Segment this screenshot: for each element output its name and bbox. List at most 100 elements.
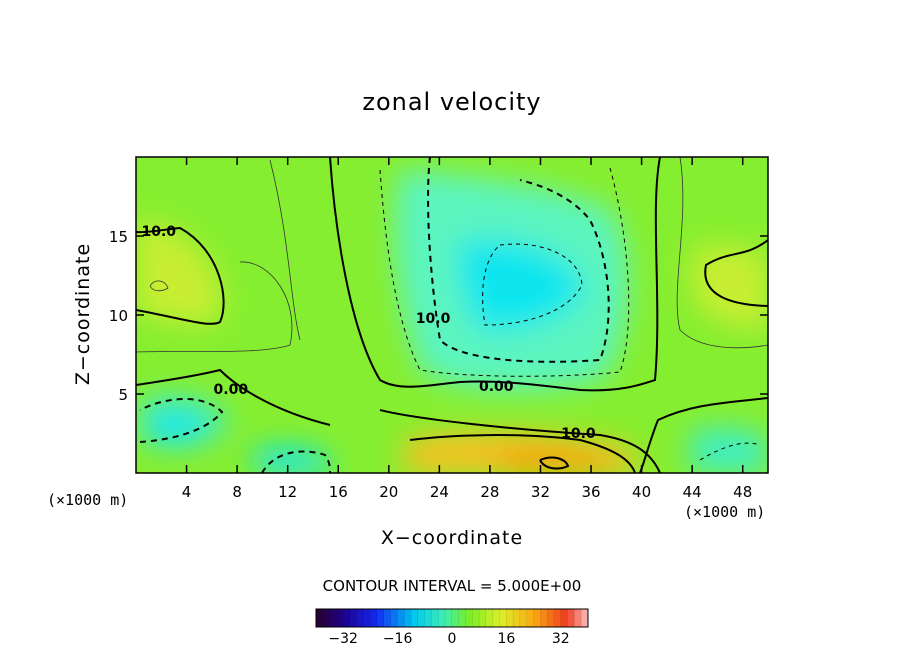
contour-thin-1 bbox=[136, 261, 293, 353]
contour-positive-10-right bbox=[704, 239, 768, 307]
contour-positive-10-left bbox=[136, 226, 225, 325]
colorbar-cell bbox=[479, 609, 487, 627]
contour-neg-10-upper bbox=[427, 157, 610, 363]
contour-thin-2 bbox=[269, 159, 301, 341]
contour-pos-bottom bbox=[409, 434, 636, 473]
x-tick-label: 12 bbox=[278, 483, 297, 501]
x-tick-label: 48 bbox=[733, 483, 752, 501]
y-tick-label: 15 bbox=[109, 228, 128, 246]
x-tick-label: 20 bbox=[379, 483, 398, 501]
contour-neg-bottom-left bbox=[139, 398, 224, 443]
field-warm-left bbox=[136, 220, 222, 325]
colorbar-cell bbox=[329, 609, 337, 627]
colorbar-cell bbox=[465, 609, 473, 627]
colorbar-tick-label: 0 bbox=[448, 631, 457, 647]
field-warm-right bbox=[690, 245, 768, 330]
colorbar-cell bbox=[506, 609, 514, 627]
colorbar-cell bbox=[513, 609, 521, 627]
colorbar-tick-label: −16 bbox=[383, 631, 413, 647]
x-tick-label: 44 bbox=[683, 483, 702, 501]
contour-zero-lower-right bbox=[639, 397, 768, 473]
y-tick-label: 5 bbox=[118, 386, 128, 404]
colorbar-cell bbox=[411, 609, 419, 627]
y-tick-label: 10 bbox=[109, 307, 128, 325]
colorbar-cell bbox=[316, 609, 324, 627]
colorbar: −32 −16 0 16 32 bbox=[315, 608, 589, 647]
colorbar-cell bbox=[445, 609, 453, 627]
field-cyan-inner bbox=[458, 239, 585, 331]
colorbar-cell bbox=[370, 609, 378, 627]
contour-thin-4 bbox=[149, 280, 169, 292]
colorbar-cell bbox=[350, 609, 358, 627]
colorbar-tick-label: −32 bbox=[328, 631, 358, 647]
colorbar-cell bbox=[452, 609, 460, 627]
colorbar-cell bbox=[533, 609, 541, 627]
colorbar-cell bbox=[560, 609, 569, 627]
colorbar-cell bbox=[458, 609, 467, 627]
field-cyan-bottom-right bbox=[690, 427, 768, 473]
colorbar-cell bbox=[384, 609, 392, 627]
contour-label-layer: 10.0 0.00 10.0 0.00 10.0 bbox=[141, 224, 595, 442]
colorbar-cell bbox=[418, 609, 426, 627]
x-tick-label: 40 bbox=[632, 483, 651, 501]
colorbar-cell bbox=[574, 609, 582, 627]
colorbar-cell bbox=[492, 609, 501, 627]
x-unit-right: (×1000 m) bbox=[684, 503, 766, 521]
contour-interval-text: CONTOUR INTERVAL = 5.000E+00 bbox=[322, 577, 582, 595]
colorbar-cell bbox=[486, 609, 494, 627]
contour-neg-bottom-mid bbox=[261, 450, 331, 473]
contour-label: 10.0 bbox=[416, 311, 451, 327]
contour-neg-5-upper bbox=[379, 167, 630, 377]
contour-label: 10.0 bbox=[141, 224, 176, 240]
colorbar-cell bbox=[438, 609, 446, 627]
colorbar-cell bbox=[336, 609, 344, 627]
colorbar-tick-label: 16 bbox=[497, 631, 515, 647]
contour-label: 0.00 bbox=[479, 379, 514, 395]
colorbar-cell bbox=[404, 609, 412, 627]
colorbar-cell bbox=[390, 609, 399, 627]
colorbar-cell bbox=[472, 609, 480, 627]
x-tick-label: 32 bbox=[531, 483, 550, 501]
colorbar-cell bbox=[547, 609, 555, 627]
x-axis-label: X−coordinate bbox=[380, 527, 524, 549]
colorbar-cell bbox=[397, 609, 405, 627]
field-hot-max bbox=[500, 450, 610, 473]
colorbar-cell bbox=[343, 609, 351, 627]
x-tick-label: 24 bbox=[430, 483, 449, 501]
contour-lines bbox=[136, 157, 768, 473]
colorbar-cell bbox=[567, 609, 575, 627]
colorbar-cell bbox=[540, 609, 548, 627]
x-tick-label: 16 bbox=[329, 483, 348, 501]
field-cyan-bottom-mid bbox=[255, 447, 330, 473]
contour-zero-bottom bbox=[379, 409, 661, 473]
contour-neg-bottom-right bbox=[699, 442, 761, 461]
colorbar-cell bbox=[363, 609, 371, 627]
colorbar-cell bbox=[554, 609, 562, 627]
y-axis-label: Z−coordinate bbox=[72, 242, 94, 386]
colorbar-cell bbox=[322, 609, 331, 627]
colorbar-cell bbox=[526, 609, 535, 627]
velocity-field: 10.0 0.00 10.0 0.00 10.0 bbox=[136, 157, 768, 473]
contour-thin-3 bbox=[676, 157, 768, 349]
x-tick-label: 28 bbox=[480, 483, 499, 501]
x-tick-label: 8 bbox=[232, 483, 242, 501]
x-tick-label: 36 bbox=[581, 483, 600, 501]
colorbar-cell bbox=[424, 609, 433, 627]
contour-zero-main bbox=[329, 157, 661, 392]
contour-zero-lower-left bbox=[136, 368, 331, 426]
colorbar-cell bbox=[499, 609, 507, 627]
colorbar-cell bbox=[377, 609, 385, 627]
colorbar-tick-label: 32 bbox=[552, 631, 570, 647]
chart-title: zonal velocity bbox=[362, 88, 542, 116]
colorbar-frame bbox=[315, 608, 589, 628]
x-tick-label: 4 bbox=[182, 483, 192, 501]
x-unit-left: (×1000 m) bbox=[47, 491, 129, 509]
contour-pos-bottom-small bbox=[539, 456, 570, 470]
contour-label: 0.00 bbox=[214, 382, 249, 398]
field-cyan-bottom-left-core bbox=[150, 414, 205, 445]
colorbar-cell bbox=[581, 609, 589, 627]
contour-label: 10.0 bbox=[561, 426, 596, 442]
